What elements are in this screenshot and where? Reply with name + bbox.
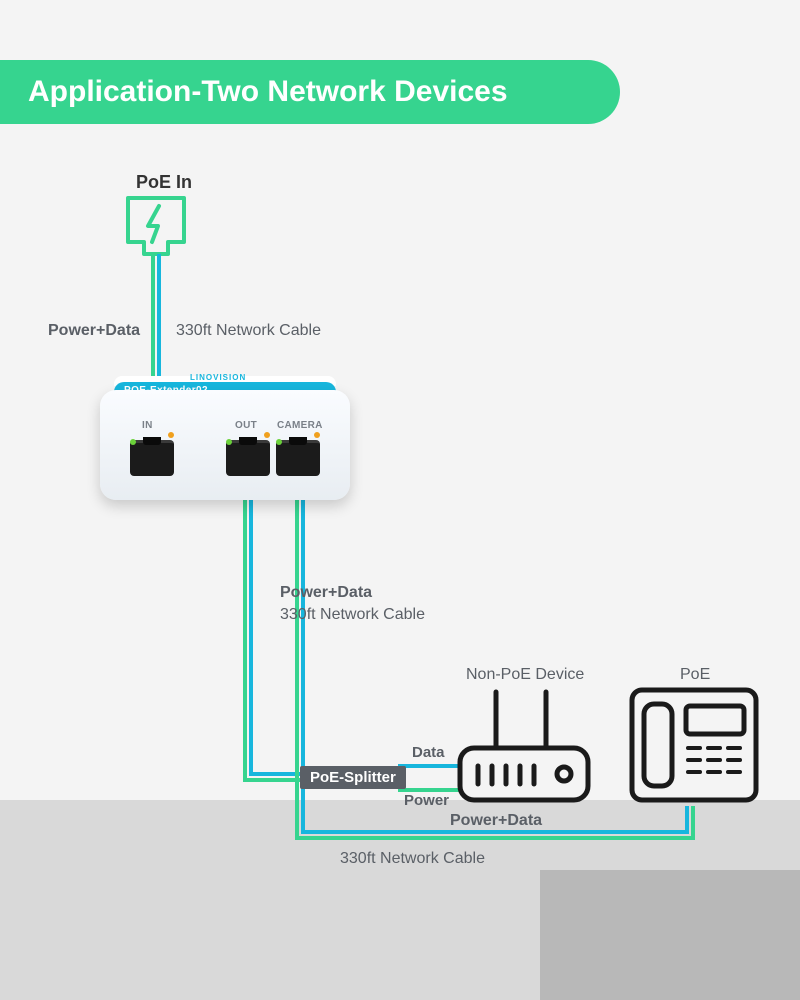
non-poe-label: Non-PoE Device [466, 666, 584, 684]
cable-mid-type: Power+Data [280, 584, 372, 602]
title-banner: Application-Two Network Devices [0, 60, 620, 124]
cable-mid-length: 330ft Network Cable [280, 606, 425, 624]
poe-extender-device: IN OUT CAMERA [100, 390, 350, 500]
ethernet-port-out [226, 440, 270, 476]
port-label-camera: CAMERA [277, 420, 323, 431]
poe-splitter-badge: PoE-Splitter [300, 766, 406, 789]
port-label-in: IN [142, 420, 153, 431]
data-label: Data [412, 744, 445, 761]
extender-brand: LINOVISION [190, 373, 246, 382]
port-label-out: OUT [235, 420, 257, 431]
cable-in-length: 330ft Network Cable [176, 322, 321, 340]
poe-in-label: PoE In [136, 172, 192, 193]
power-label: Power [404, 792, 449, 809]
ethernet-port-camera [276, 440, 320, 476]
page-title: Application-Two Network Devices [28, 75, 508, 109]
ethernet-port-in [130, 440, 174, 476]
cable-in-type: Power+Data [48, 322, 140, 340]
cable-bottom-length: 330ft Network Cable [340, 850, 485, 868]
cable-bottom-type: Power+Data [450, 812, 542, 830]
poe-device-label: PoE [680, 666, 710, 684]
